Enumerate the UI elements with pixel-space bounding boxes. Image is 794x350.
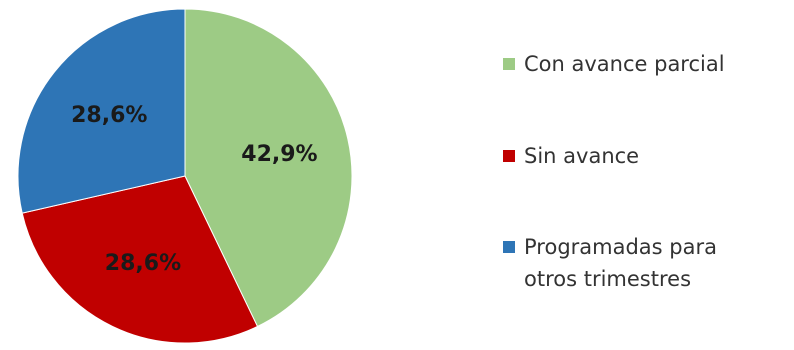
legend: Con avance parcial Sin avance Programadas … [503, 52, 725, 291]
pie-slice-2 [21, 175, 259, 344]
pie-slice-1 [184, 8, 353, 328]
legend-swatch-1 [503, 58, 515, 70]
legend-swatch-3 [503, 241, 515, 253]
legend-label-3-line-2: otros trimestres [524, 267, 691, 291]
pie-slices [17, 8, 353, 344]
pie-slice-3 [17, 8, 186, 214]
data-label-1: 42,9% [241, 142, 317, 167]
legend-swatch-2 [503, 150, 515, 162]
legend-label-3-line-1: Programadas para [524, 235, 717, 259]
data-label-3: 28,6% [71, 103, 147, 128]
pie-data-labels: 42,9% 28,6% 28,6% [71, 103, 317, 276]
legend-label-2: Sin avance [524, 144, 639, 168]
data-label-2: 28,6% [105, 251, 181, 276]
legend-label-1: Con avance parcial [524, 52, 725, 76]
